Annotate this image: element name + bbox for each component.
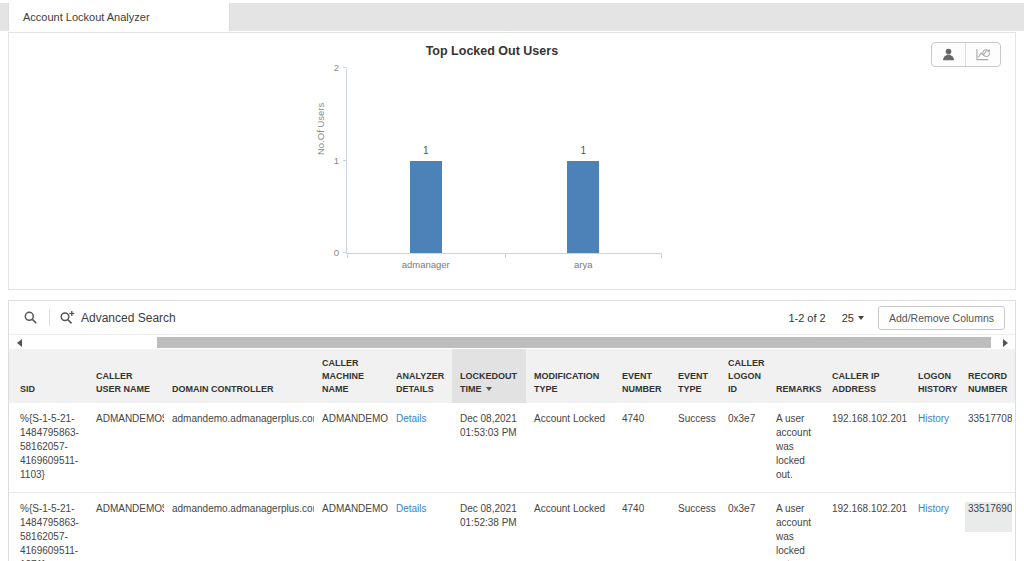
chart-plot: No.Of Users 0121admanager1arya bbox=[346, 69, 661, 254]
table-cell-event_number: 4740 bbox=[614, 502, 670, 561]
x-category-label: admanager bbox=[402, 259, 450, 270]
y-tick-label: 1 bbox=[334, 155, 339, 166]
table-cell-analyzer_details: Details bbox=[388, 502, 452, 561]
table-header-row: SIDCALLER USER NAMEDOMAIN CONTROLLERCALL… bbox=[9, 349, 1015, 403]
x-tick-mark bbox=[347, 253, 348, 258]
scrollbar-track[interactable] bbox=[27, 337, 997, 348]
table-cell-event_type: Success bbox=[670, 412, 720, 482]
table-cell-modification_type: Account Locked bbox=[526, 502, 614, 561]
details-link[interactable]: Details bbox=[396, 413, 427, 424]
advanced-search-label: Advanced Search bbox=[81, 311, 176, 325]
table-cell-caller_machine_name: ADMANDEMO bbox=[314, 412, 388, 482]
table-toolbar: Advanced Search 1-2 of 2 25 Add/Remove C… bbox=[9, 301, 1015, 335]
tab-account-lockout-analyzer[interactable]: Account Lockout Analyzer bbox=[8, 3, 230, 31]
table-cell-caller_logon_id: 0x3e7 bbox=[720, 412, 768, 482]
horizontal-scrollbar bbox=[9, 335, 1015, 349]
table-cell-caller_ip_address: 192.168.102.201 bbox=[824, 412, 910, 482]
pagination-range: 1-2 of 2 bbox=[788, 312, 825, 324]
column-header-record_number[interactable]: RECORD NUMBER bbox=[960, 363, 1012, 403]
column-header-event_number[interactable]: EVENT NUMBER bbox=[614, 363, 670, 403]
column-header-analyzer_details[interactable]: ANALYZER DETAILS bbox=[388, 363, 452, 403]
table-row: %{S-1-5-21-1484795863-58162057-416960951… bbox=[9, 492, 1015, 561]
y-tick-label: 0 bbox=[334, 247, 339, 258]
column-header-lockedout_time[interactable]: LOCKEDOUT TIME bbox=[452, 349, 526, 403]
x-category-label: arya bbox=[574, 259, 592, 270]
page-size-value: 25 bbox=[842, 312, 854, 324]
column-header-domain_controller[interactable]: DOMAIN CONTROLLER bbox=[164, 376, 314, 403]
table-cell-record_number: 33517708 bbox=[960, 412, 1012, 482]
column-header-event_type[interactable]: EVENT TYPE bbox=[670, 363, 720, 403]
sort-desc-icon bbox=[486, 387, 492, 391]
chevron-down-icon bbox=[858, 316, 864, 320]
table-cell-event_type: Success bbox=[670, 502, 720, 561]
table-cell-sid: %{S-1-5-21-1484795863-58162057-416960951… bbox=[12, 412, 88, 482]
y-tick-label: 2 bbox=[334, 62, 339, 73]
tab-label: Account Lockout Analyzer bbox=[23, 11, 150, 23]
table-cell-record_number: 33517690 bbox=[960, 502, 1012, 561]
chart-refresh-icon[interactable] bbox=[965, 43, 1000, 66]
history-link[interactable]: History bbox=[918, 503, 949, 514]
user-icon[interactable] bbox=[932, 43, 965, 66]
chart-panel: Top Locked Out Users No.Of Users 0121adm… bbox=[8, 32, 1016, 290]
x-tick-mark bbox=[505, 253, 506, 258]
column-header-modification_type[interactable]: MODIFICATION TYPE bbox=[526, 363, 614, 403]
column-header-logon_history[interactable]: LOGON HISTORY bbox=[910, 363, 960, 403]
table-cell-caller_ip_address: 192.168.102.201 bbox=[824, 502, 910, 561]
table-row: %{S-1-5-21-1484795863-58162057-416960951… bbox=[9, 403, 1015, 492]
y-tick-mark bbox=[343, 160, 347, 161]
table-cell-remarks: A user account was locked out. bbox=[768, 412, 824, 482]
scroll-right-icon[interactable] bbox=[1000, 339, 1010, 347]
x-tick-mark bbox=[661, 253, 662, 258]
history-link[interactable]: History bbox=[918, 413, 949, 424]
table-body: %{S-1-5-21-1484795863-58162057-416960951… bbox=[9, 403, 1015, 561]
column-header-caller_machine_name[interactable]: CALLER MACHINE NAME bbox=[314, 350, 388, 403]
add-remove-columns-button[interactable]: Add/Remove Columns bbox=[878, 306, 1005, 330]
table-cell-logon_history: History bbox=[910, 502, 960, 561]
table-cell-caller_machine_name: ADMANDEMO bbox=[314, 502, 388, 561]
scroll-left-icon[interactable] bbox=[14, 339, 24, 347]
column-header-sid[interactable]: SID bbox=[12, 376, 88, 403]
column-header-remarks[interactable]: REMARKS bbox=[768, 376, 824, 403]
details-link[interactable]: Details bbox=[396, 503, 427, 514]
table-cell-domain_controller: admandemo.admanagerplus.com bbox=[164, 412, 314, 482]
page-size-dropdown[interactable]: 25 bbox=[842, 312, 864, 324]
table-cell-modification_type: Account Locked bbox=[526, 412, 614, 482]
bar-value-label: 1 bbox=[423, 145, 429, 156]
table-cell-sid: %{S-1-5-21-1484795863-58162057-416960951… bbox=[12, 502, 88, 561]
table-panel: Advanced Search 1-2 of 2 25 Add/Remove C… bbox=[8, 300, 1016, 561]
table-cell-caller_logon_id: 0x3e7 bbox=[720, 502, 768, 561]
bar-value-label: 1 bbox=[580, 145, 586, 156]
table-cell-analyzer_details: Details bbox=[388, 412, 452, 482]
chart-actions-group bbox=[931, 42, 1001, 67]
column-header-caller_logon_id[interactable]: CALLER LOGON ID bbox=[720, 350, 768, 403]
advanced-search-button[interactable]: Advanced Search bbox=[59, 310, 176, 326]
search-icon[interactable] bbox=[21, 310, 41, 326]
chart-title: Top Locked Out Users bbox=[9, 44, 975, 58]
table-cell-caller_user_name: ADMANDEMO$ bbox=[88, 502, 164, 561]
advanced-search-plus-icon bbox=[59, 310, 75, 326]
table-cell-domain_controller: admandemo.admanagerplus.com bbox=[164, 502, 314, 561]
table-cell-lockedout_time: Dec 08,2021 01:53:03 PM bbox=[452, 412, 526, 482]
column-header-caller_ip_address[interactable]: CALLER IP ADDRESS bbox=[824, 363, 910, 403]
table-cell-lockedout_time: Dec 08,2021 01:52:38 PM bbox=[452, 502, 526, 561]
toolbar-divider bbox=[49, 309, 50, 326]
table-cell-logon_history: History bbox=[910, 412, 960, 482]
table-cell-remarks: A user account was locked out. bbox=[768, 502, 824, 561]
highlighted-record-number: 33517690 bbox=[965, 502, 1012, 532]
column-header-caller_user_name[interactable]: CALLER USER NAME bbox=[88, 363, 164, 403]
table-cell-event_number: 4740 bbox=[614, 412, 670, 482]
table-cell-caller_user_name: ADMANDEMO$ bbox=[88, 412, 164, 482]
y-axis-label: No.Of Users bbox=[315, 69, 326, 189]
bar-admanager bbox=[410, 161, 442, 254]
tab-bar: Account Lockout Analyzer bbox=[0, 3, 1024, 31]
scrollbar-thumb[interactable] bbox=[157, 337, 991, 348]
y-tick-mark bbox=[343, 67, 347, 68]
bar-arya bbox=[567, 161, 599, 254]
